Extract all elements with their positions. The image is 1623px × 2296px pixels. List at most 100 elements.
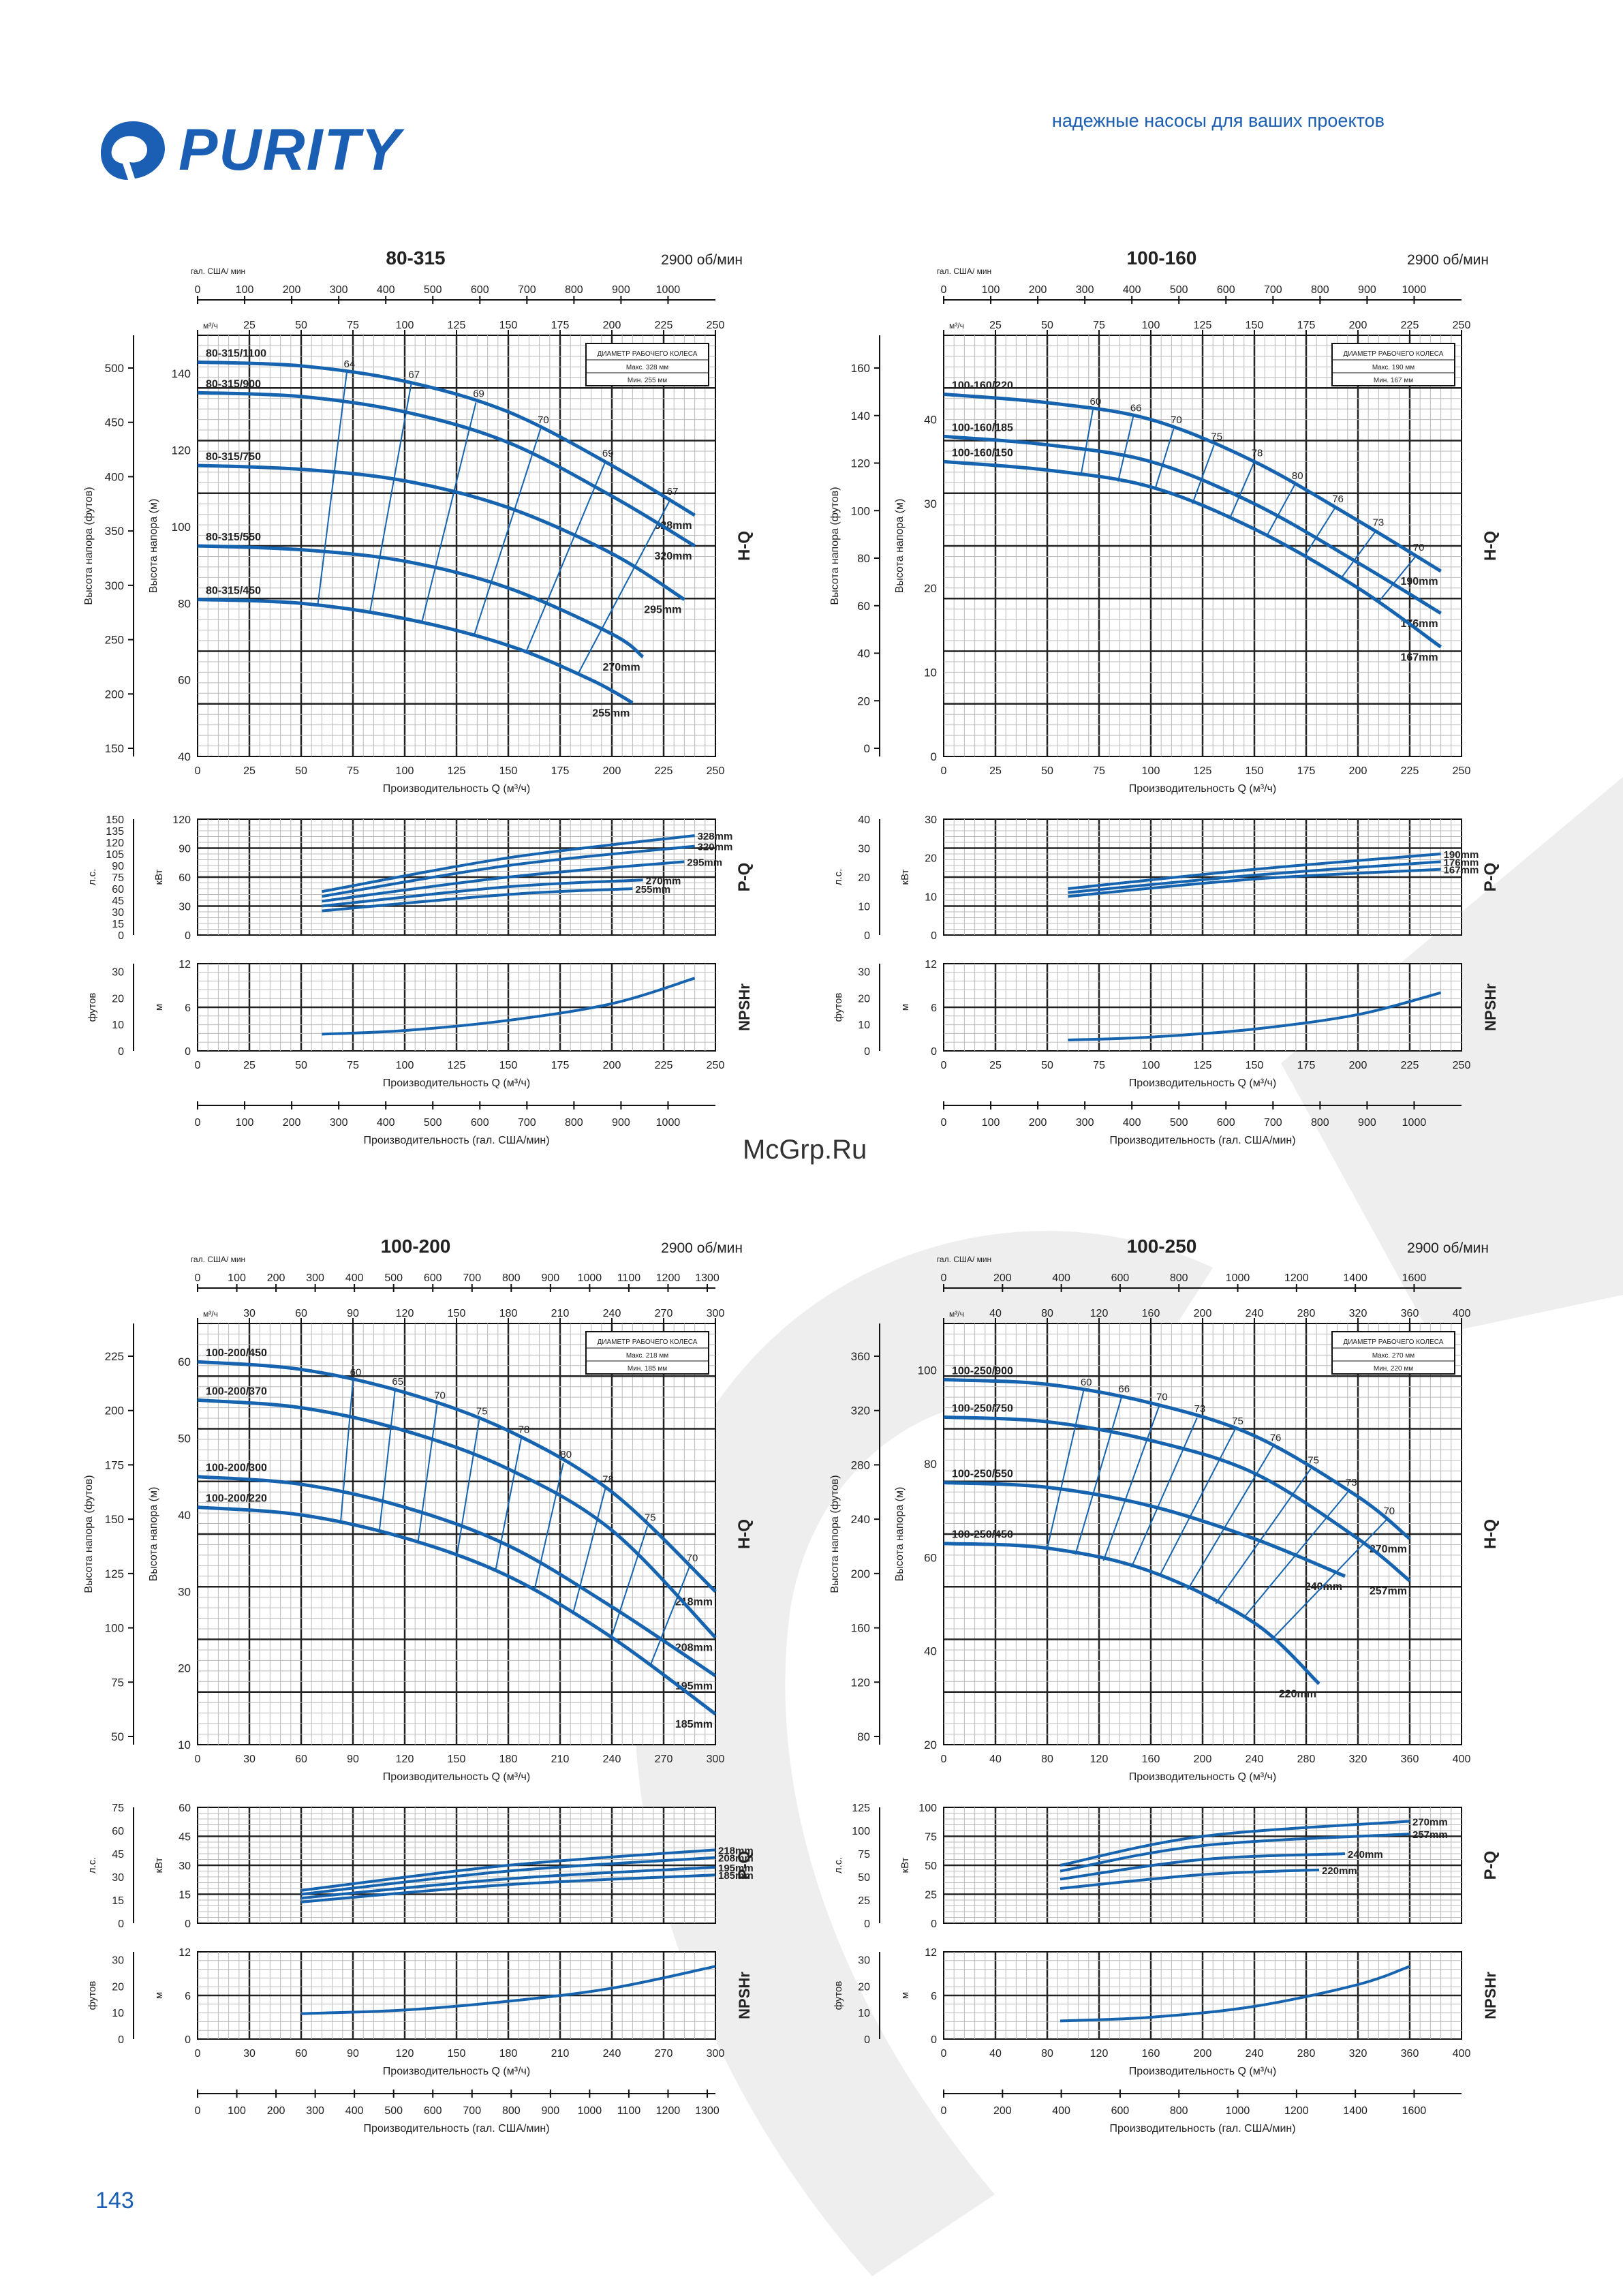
pq-diameter-label: 190mm — [1444, 849, 1479, 861]
efficiency-label: 66 — [1130, 402, 1142, 414]
flow-axis-label: Производительность Q (м³/ч) — [1129, 783, 1276, 795]
m3h-top-tick-label: 150 — [499, 320, 518, 331]
m3h-unit-label: м³/ч — [203, 1309, 218, 1319]
m3h-top-tick-label: 125 — [448, 320, 466, 331]
gal-bottom-tick-label: 0 — [195, 2105, 201, 2117]
gal-bottom-tick-label: 600 — [424, 2105, 442, 2117]
m3h-top-tick-label: 50 — [1041, 320, 1053, 331]
flow-tick-label: 90 — [347, 1754, 359, 1765]
hq-curve — [197, 598, 634, 705]
head-ft-tick-label: 150 — [105, 1513, 124, 1526]
npsh-curve — [322, 977, 696, 1036]
hq-curve — [943, 1377, 1411, 1540]
rpm-label: 2900 об/мин — [661, 252, 743, 268]
head-m-tick-label: 20 — [924, 1739, 937, 1751]
head-ft-tick-label: 280 — [851, 1458, 870, 1471]
rpm-label: 2900 об/мин — [1407, 1240, 1489, 1256]
npsh-ft-tick-label: 30 — [858, 1955, 870, 1967]
efficiency-line — [456, 1420, 480, 1557]
gal-bottom-tick-label: 1000 — [1402, 1117, 1427, 1129]
pump-chart-100-160: 100-160 2900 об/мин гал. США/ мин 0 100 200 30… — [828, 245, 1516, 1162]
flow-tick-label: 120 — [1090, 1754, 1109, 1765]
hq-diameter-label: 220mm — [1279, 1689, 1316, 1700]
power-hp-tick-label: 60 — [112, 884, 124, 896]
impeller-max: Макс. 270 мм — [1372, 1352, 1415, 1360]
pq-curve — [300, 1865, 716, 1900]
impeller-legend-title: ДИАМЕТР РАБОЧЕГО КОЛЕСА — [598, 350, 698, 358]
npsh-flow-tick-label: 200 — [1194, 2048, 1212, 2060]
power-kw-axis-label: кВт — [899, 869, 911, 885]
power-hp-tick-label: 0 — [118, 930, 124, 942]
gal-tick-label: 100 — [228, 1272, 246, 1284]
npsh-m-tick-label: 0 — [185, 1046, 191, 1058]
gal-tick-label: 900 — [1358, 284, 1376, 296]
flow-tick-label: 0 — [195, 765, 201, 777]
npsh-ft-tick-label: 10 — [858, 2008, 870, 2019]
m3h-unit-label: м³/ч — [949, 321, 964, 331]
pq-label: P-Q — [1481, 1851, 1500, 1880]
head-ft-tick-label: 125 — [105, 1567, 124, 1580]
hq-label: H-Q — [1481, 531, 1500, 561]
hq-curve — [943, 393, 1442, 573]
efficiency-label: 70 — [1383, 1505, 1395, 1517]
head-m-axis-label: Высота напора (м) — [148, 499, 159, 594]
npsh-flow-tick-label: 210 — [551, 2048, 570, 2060]
npsh-m-tick-label: 12 — [925, 1947, 937, 1959]
npsh-flow-tick-label: 0 — [195, 1060, 201, 1071]
hq-diameter-label: 185mm — [675, 1719, 713, 1730]
npsh-m-tick-label: 0 — [931, 2034, 937, 2046]
efficiency-line — [577, 500, 671, 675]
power-hp-axis-label: л.с. — [833, 869, 844, 886]
pq-curve — [1068, 868, 1441, 898]
flow-tick-label: 50 — [295, 765, 307, 777]
power-kw-tick-label: 30 — [179, 1861, 191, 1872]
efficiency-line — [533, 1463, 564, 1592]
power-hp-tick-label: 60 — [112, 1826, 124, 1837]
npsh-flow-tick-label: 175 — [551, 1060, 570, 1071]
m3h-top-tick-label: 100 — [1142, 320, 1160, 331]
npsh-m-tick-label: 6 — [931, 1002, 937, 1014]
npsh-flow-tick-label: 280 — [1297, 2048, 1316, 2060]
npsh-flow-tick-label: 180 — [499, 2048, 518, 2060]
efficiency-line — [1187, 1446, 1273, 1591]
head-m-tick-label: 20 — [178, 1662, 191, 1675]
flow-tick-label: 320 — [1349, 1754, 1367, 1765]
npsh-ft-tick-label: 0 — [864, 1046, 870, 1058]
npsh-ft-tick-label: 20 — [112, 993, 124, 1005]
head-ft-tick-label: 500 — [105, 362, 124, 375]
pq-diameter-label: 185mm — [718, 1870, 754, 1882]
npsh-flow-tick-label: 150 — [499, 1060, 518, 1071]
brand-name: PURITY — [179, 117, 402, 183]
gal-tick-label: 400 — [1052, 1272, 1070, 1284]
hq-curve — [943, 1415, 1411, 1582]
impeller-legend-box — [585, 343, 709, 386]
npsh-m-axis-label: м — [153, 1004, 165, 1011]
head-ft-axis-label: Высота напора (футов) — [829, 1475, 841, 1593]
pq-diameter-label: 220mm — [1322, 1865, 1357, 1877]
power-hp-tick-label: 150 — [106, 814, 124, 826]
npsh-ft-tick-label: 0 — [864, 2034, 870, 2046]
flow-tick-label: 125 — [1194, 765, 1212, 777]
efficiency-label: 69 — [602, 448, 614, 459]
head-ft-tick-label: 250 — [105, 634, 124, 647]
efficiency-label: 73 — [1346, 1477, 1357, 1488]
power-kw-tick-label: 90 — [179, 844, 191, 855]
gal-tick-label: 900 — [541, 1272, 559, 1284]
gal-bottom-tick-label: 0 — [195, 1117, 201, 1129]
npsh-flow-tick-label: 125 — [1194, 1060, 1212, 1071]
npsh-flow-tick-label: 200 — [603, 1060, 621, 1071]
efficiency-line — [1271, 1519, 1387, 1640]
efficiency-label: 60 — [1081, 1377, 1092, 1388]
efficiency-label: 67 — [667, 486, 679, 498]
purity-logo: PURITY — [95, 109, 401, 191]
impeller-legend-box — [585, 1331, 709, 1375]
head-ft-axis-label: Высота напора (футов) — [83, 487, 95, 604]
npsh-m-tick-label: 6 — [185, 1991, 191, 2002]
efficiency-line — [1130, 1417, 1198, 1567]
head-ft-tick-label: 160 — [851, 362, 870, 375]
gal-bottom-tick-label: 1200 — [1284, 2105, 1309, 2117]
power-kw-tick-label: 0 — [931, 930, 937, 942]
gal-bottom-tick-label: 600 — [1217, 1117, 1235, 1129]
efficiency-label: 75 — [476, 1406, 488, 1418]
pq-diameter-label: 195mm — [718, 1863, 754, 1874]
